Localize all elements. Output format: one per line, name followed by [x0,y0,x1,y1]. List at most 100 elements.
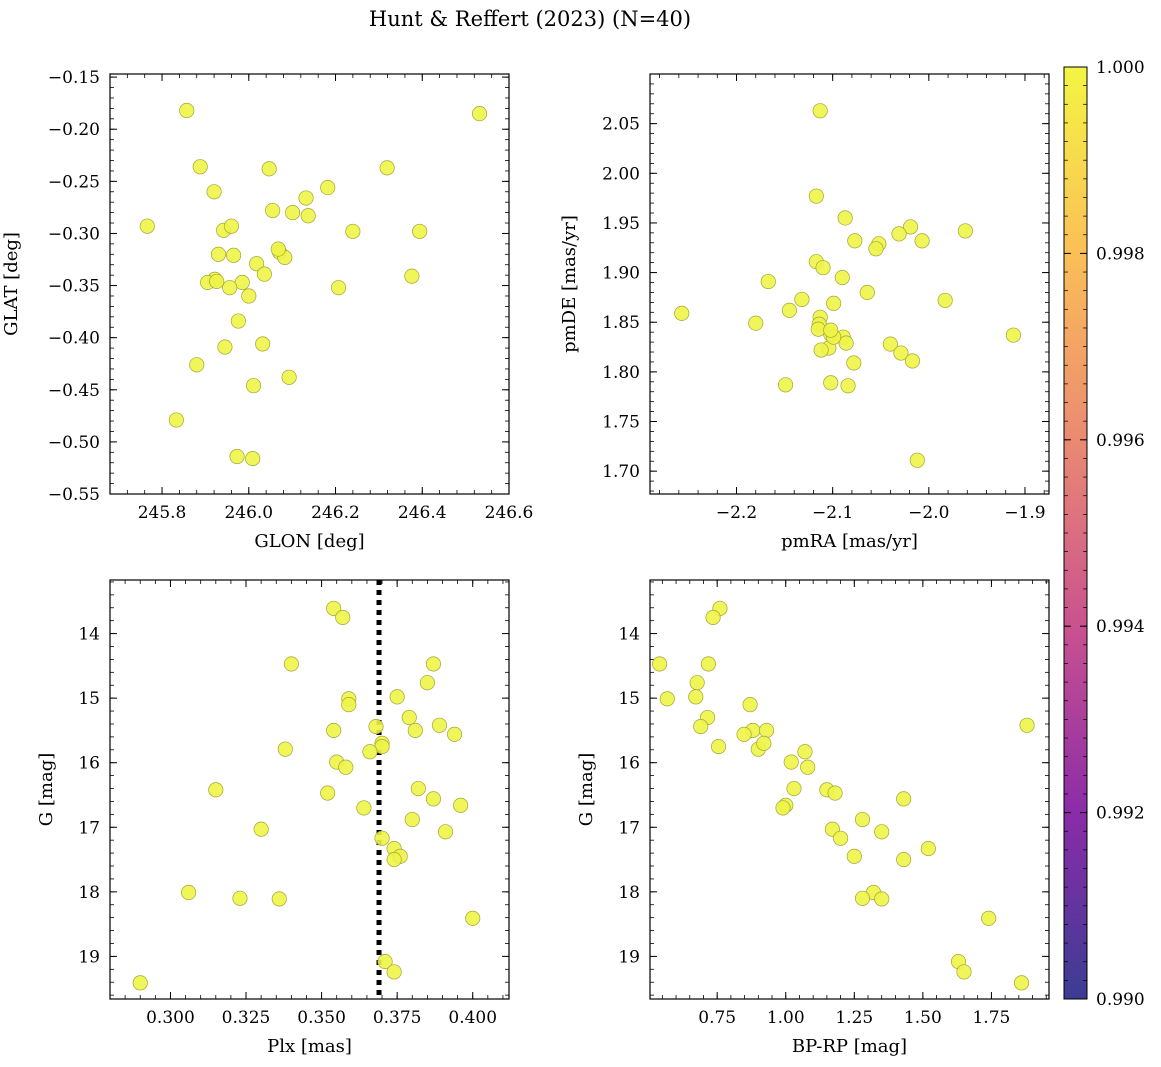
data-point [823,322,839,338]
data-point [335,609,351,625]
x-tick-label: −2.0 [908,503,949,523]
data-point [882,336,898,352]
data-point [404,268,420,284]
data-point [957,223,973,239]
data-point [711,739,727,755]
data-point [794,291,810,307]
x-tick-label: 246.4 [398,503,447,523]
y-tick-label: −0.15 [48,68,100,88]
y-tick-label: 1.85 [602,313,640,333]
x-tick-label: 245.8 [138,503,187,523]
data-point [854,811,871,828]
y-axis-label: G [mag] [576,753,597,826]
data-point [181,884,197,901]
y-axis-label: pmDE [mas/yr] [559,215,580,353]
data-point [781,302,797,318]
data-point [674,305,690,321]
data-point [401,709,417,726]
plot-frame [109,579,510,1000]
data-point [874,891,890,907]
data-point [265,202,281,219]
data-point [285,205,301,221]
data-point [812,103,828,119]
data-point [826,295,842,311]
panel-proper-motion: −2.2 −2.1 −2.0 −1.9 1.70 1.75 1.80 1.85 1.90 1.95… [559,73,1050,552]
y-tick-label: 19 [618,947,640,967]
data-point [904,353,921,369]
data-point [253,821,269,837]
data-point [320,785,336,801]
data-point [903,219,919,235]
y-tick-label: 14 [618,625,640,645]
data-point [815,260,831,276]
data-point [874,824,890,840]
x-tick-label: 1.25 [835,1008,873,1028]
data-point [778,377,794,393]
data-point [132,975,148,991]
x-tick-label: 0.325 [222,1008,271,1028]
data-point [249,256,265,272]
data-point [208,782,224,798]
data-point [700,656,716,672]
data-point [846,848,862,864]
data-point [326,722,342,738]
data-point [210,246,226,262]
data-point [437,824,454,840]
y-tick-label: 17 [618,818,640,838]
x-tick-label: 0.375 [373,1008,422,1028]
data-point [192,159,208,175]
data-point [909,452,925,468]
y-tick-label: 18 [78,883,100,903]
data-point [797,744,813,760]
panel-color-magnitude: 0.75 1.00 1.25 1.50 1.75 14 15 16 17 18 19 BP-RP [m… [576,579,1050,1057]
data-point [800,759,816,775]
y-tick-label: 1.75 [602,413,640,433]
data-point [412,223,428,239]
data-point [209,273,225,289]
data-point [833,830,849,846]
y-tick-label: 1.95 [602,214,640,234]
x-tick-label: 1.00 [767,1008,805,1028]
data-point [283,656,299,672]
x-tick-label: 1.50 [904,1008,942,1028]
data-point [431,717,448,733]
data-point [827,785,843,801]
data-point [256,266,272,282]
data-point [223,218,239,234]
data-point [846,355,862,371]
data-point [404,811,420,828]
panels: 245.8 246.0 246.2 246.4 246.6 −0.15 −0.20 −0.25… [1,68,1050,1057]
y-tick-label: 19 [78,947,100,967]
data-point [748,315,764,331]
data-point [245,451,261,467]
x-tick-label: 0.75 [698,1008,736,1028]
y-tick-label: 15 [78,689,100,709]
data-point [981,910,997,926]
data-point [453,797,469,813]
data-point [410,780,426,797]
x-tick-label: 0.300 [146,1008,195,1028]
data-point [425,656,441,672]
data-point [261,161,277,177]
data-point [956,964,972,980]
data-point [808,188,824,204]
data-point [345,223,361,239]
data-point [271,891,287,907]
data-point [246,378,262,394]
data-point [331,280,347,296]
data-point [760,273,776,290]
figure-title: Hunt & Reffert (2023) (N=40) [369,7,691,31]
data-point [689,675,705,691]
data-point [705,609,721,625]
data-point [896,851,912,868]
y-tick-label: 2.00 [602,164,640,184]
data-point [300,208,316,224]
y-tick-label: 15 [618,689,640,709]
data-point [847,233,863,249]
y-tick-label: 18 [618,883,640,903]
x-axis-label: GLON [deg] [254,531,364,552]
y-axis-label: GLAT [deg] [1,232,22,336]
data-point [786,780,802,797]
data-point [232,890,248,906]
data-point [1005,327,1021,343]
